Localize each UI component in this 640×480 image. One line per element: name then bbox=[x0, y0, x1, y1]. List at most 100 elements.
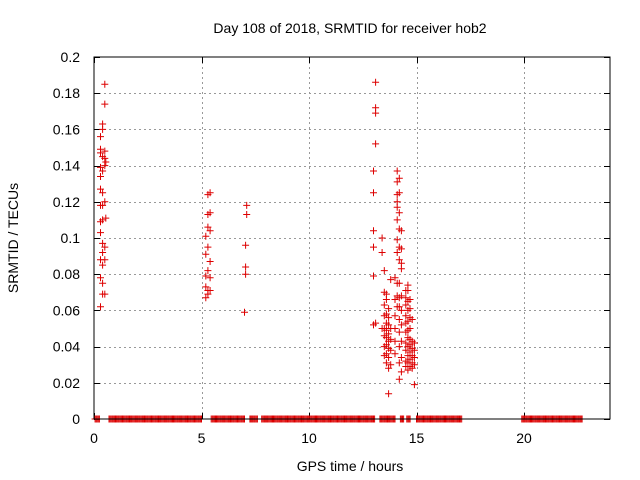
data-point bbox=[242, 270, 250, 278]
y-tick-label: 0.18 bbox=[53, 85, 80, 101]
data-point bbox=[372, 319, 380, 327]
data-point bbox=[402, 312, 410, 320]
data-point bbox=[372, 140, 380, 148]
data-point bbox=[404, 366, 412, 374]
data-point bbox=[380, 267, 388, 275]
data-point bbox=[206, 287, 214, 294]
data-point bbox=[402, 294, 410, 302]
data-point bbox=[385, 321, 393, 329]
data-point bbox=[102, 214, 110, 222]
data-point bbox=[370, 272, 377, 280]
data-point bbox=[101, 80, 109, 88]
y-tick-label: 0.06 bbox=[53, 302, 80, 318]
data-point bbox=[408, 316, 416, 323]
data-point bbox=[243, 211, 251, 218]
axis-ticks bbox=[94, 57, 610, 420]
data-point bbox=[397, 227, 405, 235]
y-tick-label: 0.08 bbox=[53, 266, 80, 282]
data-point bbox=[393, 198, 401, 206]
data-point bbox=[385, 305, 393, 313]
data-point bbox=[387, 361, 395, 369]
y-tick-label: 0.12 bbox=[53, 194, 80, 210]
data-point bbox=[378, 249, 386, 256]
data-point bbox=[391, 325, 399, 332]
y-tick-label: 0 bbox=[72, 411, 80, 427]
data-point bbox=[97, 145, 104, 153]
x-tick-label: 10 bbox=[301, 430, 317, 446]
data-point bbox=[404, 281, 412, 289]
data-point bbox=[385, 330, 393, 338]
data-point bbox=[404, 317, 412, 325]
data-point bbox=[406, 348, 414, 356]
data-point bbox=[387, 276, 395, 284]
data-point bbox=[395, 343, 403, 351]
data-point bbox=[99, 279, 107, 287]
data-point bbox=[206, 227, 214, 235]
data-point bbox=[101, 290, 109, 298]
data-points bbox=[91, 78, 586, 423]
data-point bbox=[410, 361, 418, 369]
data-point bbox=[410, 354, 418, 361]
y-tick-label: 0.04 bbox=[53, 339, 80, 355]
data-point bbox=[101, 243, 109, 251]
data-point bbox=[393, 236, 401, 244]
data-point bbox=[382, 310, 390, 318]
data-point bbox=[391, 312, 399, 320]
y-tick-label: 0.1 bbox=[61, 230, 81, 246]
data-point bbox=[397, 321, 405, 329]
data-point bbox=[99, 189, 107, 197]
data-point bbox=[385, 354, 393, 361]
data-point bbox=[99, 239, 107, 247]
data-point bbox=[204, 243, 212, 251]
data-point bbox=[395, 328, 403, 336]
y-tick-label: 0.14 bbox=[53, 158, 80, 174]
data-point bbox=[206, 209, 214, 217]
data-point bbox=[397, 306, 405, 314]
data-point bbox=[385, 364, 393, 372]
data-point bbox=[382, 290, 390, 298]
tick-labels: 0 0.02 0.04 0.06 0.08 0.1 0.12 0.14 0.16 0.18 0.2 0… bbox=[53, 49, 532, 446]
data-point bbox=[99, 120, 107, 128]
data-point bbox=[372, 78, 380, 86]
data-point bbox=[97, 229, 104, 237]
data-point bbox=[391, 296, 399, 303]
data-point bbox=[393, 249, 401, 256]
data-point bbox=[101, 154, 109, 162]
data-point bbox=[101, 147, 109, 155]
data-point bbox=[410, 346, 418, 354]
data-point bbox=[395, 316, 403, 323]
data-point bbox=[370, 243, 377, 251]
plot-frame bbox=[93, 56, 611, 420]
x-axis-label: GPS time / hours bbox=[297, 458, 404, 474]
data-point bbox=[402, 339, 410, 347]
data-point bbox=[397, 245, 405, 253]
data-point bbox=[99, 261, 107, 269]
data-point bbox=[393, 216, 401, 224]
data-point bbox=[97, 303, 104, 311]
data-point bbox=[204, 267, 212, 275]
data-point bbox=[397, 292, 405, 300]
data-point bbox=[99, 167, 107, 175]
data-point bbox=[97, 173, 104, 180]
data-point bbox=[385, 390, 393, 398]
data-point bbox=[387, 335, 395, 343]
data-point bbox=[97, 274, 104, 282]
data-point bbox=[99, 216, 107, 224]
x-tick-label: 20 bbox=[516, 430, 532, 446]
data-point bbox=[395, 303, 403, 311]
data-point bbox=[406, 296, 414, 303]
data-point bbox=[370, 167, 377, 175]
x-tick-label: 0 bbox=[90, 430, 98, 446]
data-point bbox=[242, 241, 250, 249]
data-point bbox=[402, 301, 410, 309]
data-point bbox=[102, 158, 110, 166]
x-tick-label: 15 bbox=[409, 430, 425, 446]
data-point bbox=[97, 185, 104, 193]
data-point bbox=[372, 104, 380, 112]
data-point bbox=[393, 167, 401, 175]
data-point bbox=[395, 279, 403, 287]
data-point bbox=[202, 232, 210, 240]
data-point bbox=[242, 263, 250, 271]
data-point bbox=[202, 283, 210, 291]
